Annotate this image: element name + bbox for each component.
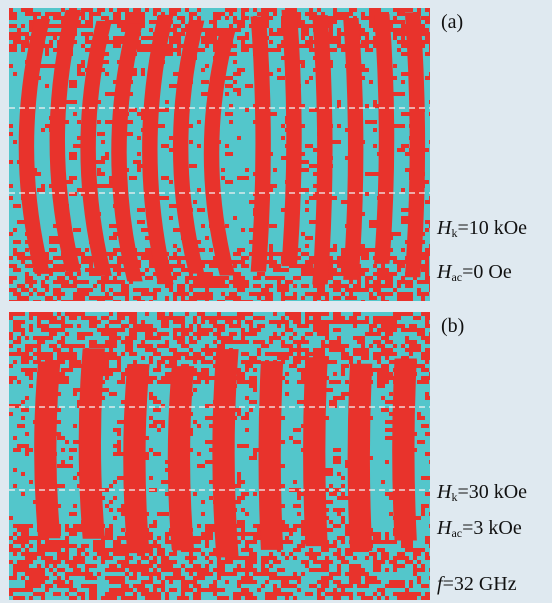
stripe-domain — [172, 20, 205, 274]
stripe-domain — [78, 348, 105, 539]
param-symbol: H — [437, 481, 452, 503]
stripe-domain — [34, 361, 61, 539]
stripe-domain — [203, 31, 236, 276]
stripe-domain — [142, 14, 174, 285]
stripe-domain — [123, 364, 150, 554]
param-subscript: ac — [451, 270, 463, 284]
param-value: =30 kOe — [457, 481, 528, 503]
panel-a-param-hac: Hac=0 Oe — [437, 262, 512, 283]
panel-a-label: (a) — [441, 11, 464, 33]
stripe-domain — [80, 20, 112, 276]
stripe-domain — [374, 13, 395, 264]
param-symbol: f — [437, 573, 443, 595]
param-symbol: H — [437, 217, 452, 239]
stripe-domain — [303, 357, 328, 547]
param-value: =32 GHz — [442, 573, 517, 595]
stripe-domain — [392, 358, 417, 541]
param-symbol: H — [437, 261, 452, 283]
stripe-domain — [347, 363, 373, 551]
stripe-domains — [18, 9, 426, 285]
panel-b-param-hac: Hac=3 kOe — [437, 518, 522, 539]
param-subscript: k — [451, 226, 458, 240]
panel-a-domain-map — [9, 8, 430, 301]
param-subscript: ac — [451, 526, 463, 540]
param-value: =10 kOe — [457, 217, 528, 239]
param-subscript: k — [451, 490, 458, 504]
stripe-domain — [167, 366, 195, 551]
panel-b-domain-map — [9, 312, 430, 600]
panel-b-label: (b) — [441, 315, 465, 337]
stripe-domain — [18, 18, 51, 274]
stripe-domain — [250, 16, 271, 272]
stripe-domains — [34, 348, 417, 558]
param-value: =3 kOe — [462, 517, 522, 539]
panel-a-svg — [9, 8, 430, 301]
stripe-domain — [49, 9, 81, 272]
stripe-domain — [312, 15, 333, 285]
panel-b-param-f: f=32 GHz — [437, 574, 517, 594]
stripe-domain — [258, 361, 284, 550]
panel-a-param-hk: Hk=10 kOe — [437, 218, 527, 239]
param-symbol: H — [437, 517, 452, 539]
noise-texture — [9, 312, 430, 600]
stripe-domain — [281, 9, 302, 267]
panel-b-param-hk: Hk=30 kOe — [437, 482, 527, 503]
panel-b-svg — [9, 312, 430, 600]
param-value: =0 Oe — [462, 261, 512, 283]
stripe-domain — [111, 23, 143, 282]
stripe-domain — [212, 349, 239, 558]
stripe-domain — [404, 12, 426, 278]
stripe-domain — [343, 17, 364, 280]
